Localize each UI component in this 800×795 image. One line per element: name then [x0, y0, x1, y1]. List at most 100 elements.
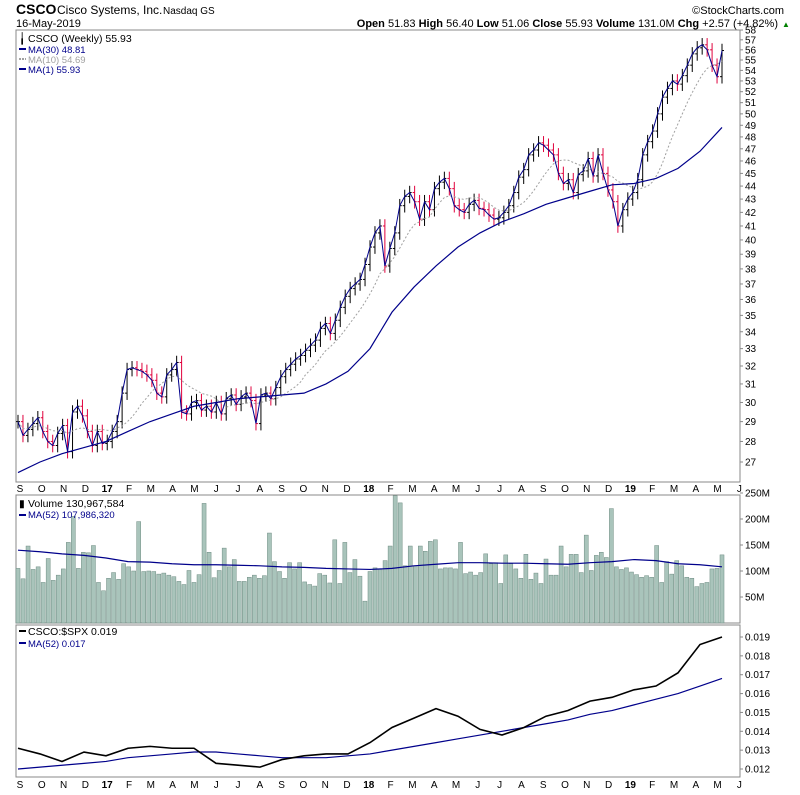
vol-ma-swatch-icon [19, 514, 26, 516]
volume-bar [619, 569, 624, 624]
volume-bar [206, 552, 212, 624]
month-label: J [737, 484, 742, 495]
volume-bar [81, 552, 86, 624]
price-tick-label: 39 [745, 250, 757, 261]
volume-bar [252, 574, 257, 624]
volume-bar [513, 568, 519, 624]
volume-bar [50, 580, 56, 624]
volume-bar [669, 573, 674, 624]
price-tick-label: 56 [745, 45, 757, 56]
volume-bar [30, 569, 36, 624]
month-label: J [497, 780, 502, 791]
month-label: J [214, 484, 219, 495]
price-tick-label: 58 [745, 26, 757, 37]
volume-bar [181, 584, 187, 624]
volume-bar [362, 600, 368, 624]
change-value: +2.57 (+4.82%) [702, 18, 778, 30]
month-label: M [713, 780, 721, 791]
open-value: 51.83 [388, 18, 416, 30]
volume-bar [548, 574, 554, 624]
month-label: S [278, 484, 285, 495]
price-tick-label: 55 [745, 56, 757, 67]
symbol: CSCO [16, 1, 57, 17]
volume-bar [714, 568, 720, 624]
price-tick-label: 49 [745, 121, 757, 132]
volume-bar [583, 534, 589, 624]
volume-bar [719, 554, 725, 624]
month-label: F [126, 484, 132, 495]
volume-bar [599, 552, 604, 624]
relative-tick-label: 0.014 [745, 727, 770, 738]
month-label: O [38, 484, 46, 495]
volume-bar [498, 583, 504, 624]
volume-bar [287, 562, 292, 624]
volume-bar [402, 565, 408, 624]
month-label: M [408, 484, 416, 495]
volume-bar [624, 567, 629, 624]
volume-bar [709, 568, 715, 624]
volume-bar [272, 561, 277, 624]
volume-bar [327, 582, 333, 624]
price-tick-label: 30 [745, 398, 757, 409]
volume-bar [236, 581, 242, 624]
volume-bar [689, 578, 695, 624]
bar-chart-icon: ╽ [19, 31, 25, 45]
price-tick-label: 38 [745, 264, 757, 275]
exchange: Nasdaq GS [163, 6, 215, 17]
ma10-legend-label: MA(10) 54.69 [28, 55, 86, 66]
volume-bar [216, 570, 222, 624]
volume-bar [71, 516, 76, 624]
volume-bar [347, 572, 353, 624]
relative-plot [17, 636, 723, 770]
month-label: O [300, 484, 308, 495]
relative-tick-label: 0.012 [745, 765, 770, 776]
vol-ma-legend-label: MA(52) 107,986,320 [28, 510, 115, 521]
volume-bar [543, 558, 549, 624]
volume-bar [659, 582, 664, 624]
volume-bar [60, 568, 66, 624]
volume-bar [614, 566, 619, 624]
month-label: A [431, 484, 438, 495]
month-label: M [190, 484, 198, 495]
volume-label: Volume [596, 18, 635, 30]
volume-bar [367, 571, 373, 624]
volume-bar [342, 542, 348, 624]
volume-bar [76, 568, 81, 624]
month-label: F [388, 484, 394, 495]
month-label: J [236, 484, 241, 495]
volume-bar [699, 583, 705, 624]
ma1-legend-label: MA(1) 55.93 [28, 65, 80, 76]
volume-value: 131.0M [638, 18, 675, 30]
volume-tick-label: 100M [745, 567, 770, 578]
volume-bar [533, 572, 539, 624]
copyright: ©StockCharts.com [692, 5, 784, 17]
price-tick-label: 50 [745, 109, 757, 120]
price-tick-label: 53 [745, 76, 757, 87]
price-tick-label: 57 [745, 35, 757, 46]
volume-bar [176, 581, 182, 624]
company-name: Cisco Systems, Inc. [57, 3, 162, 17]
month-label: M [452, 484, 460, 495]
volume-bar [166, 574, 172, 624]
price-tick-label: 36 [745, 295, 757, 306]
price-tick-label: 28 [745, 437, 757, 448]
month-label: A [169, 780, 176, 791]
volume-bar [518, 578, 524, 624]
month-label: M [408, 780, 416, 791]
volume-bar [654, 545, 659, 624]
volume-bar [20, 578, 26, 624]
volume-bar [55, 574, 61, 624]
volume-bar [277, 571, 282, 624]
relative-tick-label: 0.013 [745, 746, 770, 757]
volume-bar [684, 576, 690, 624]
volume-bar [523, 554, 529, 624]
high-label: High [419, 18, 444, 30]
volume-bar [392, 495, 398, 624]
price-tick-label: 44 [745, 182, 757, 193]
volume-bar [423, 550, 428, 624]
month-label: N [583, 484, 590, 495]
rel-ma-swatch-icon [19, 642, 26, 644]
volume-bar [91, 545, 96, 624]
month-label: A [692, 780, 699, 791]
month-label: O [38, 780, 46, 791]
